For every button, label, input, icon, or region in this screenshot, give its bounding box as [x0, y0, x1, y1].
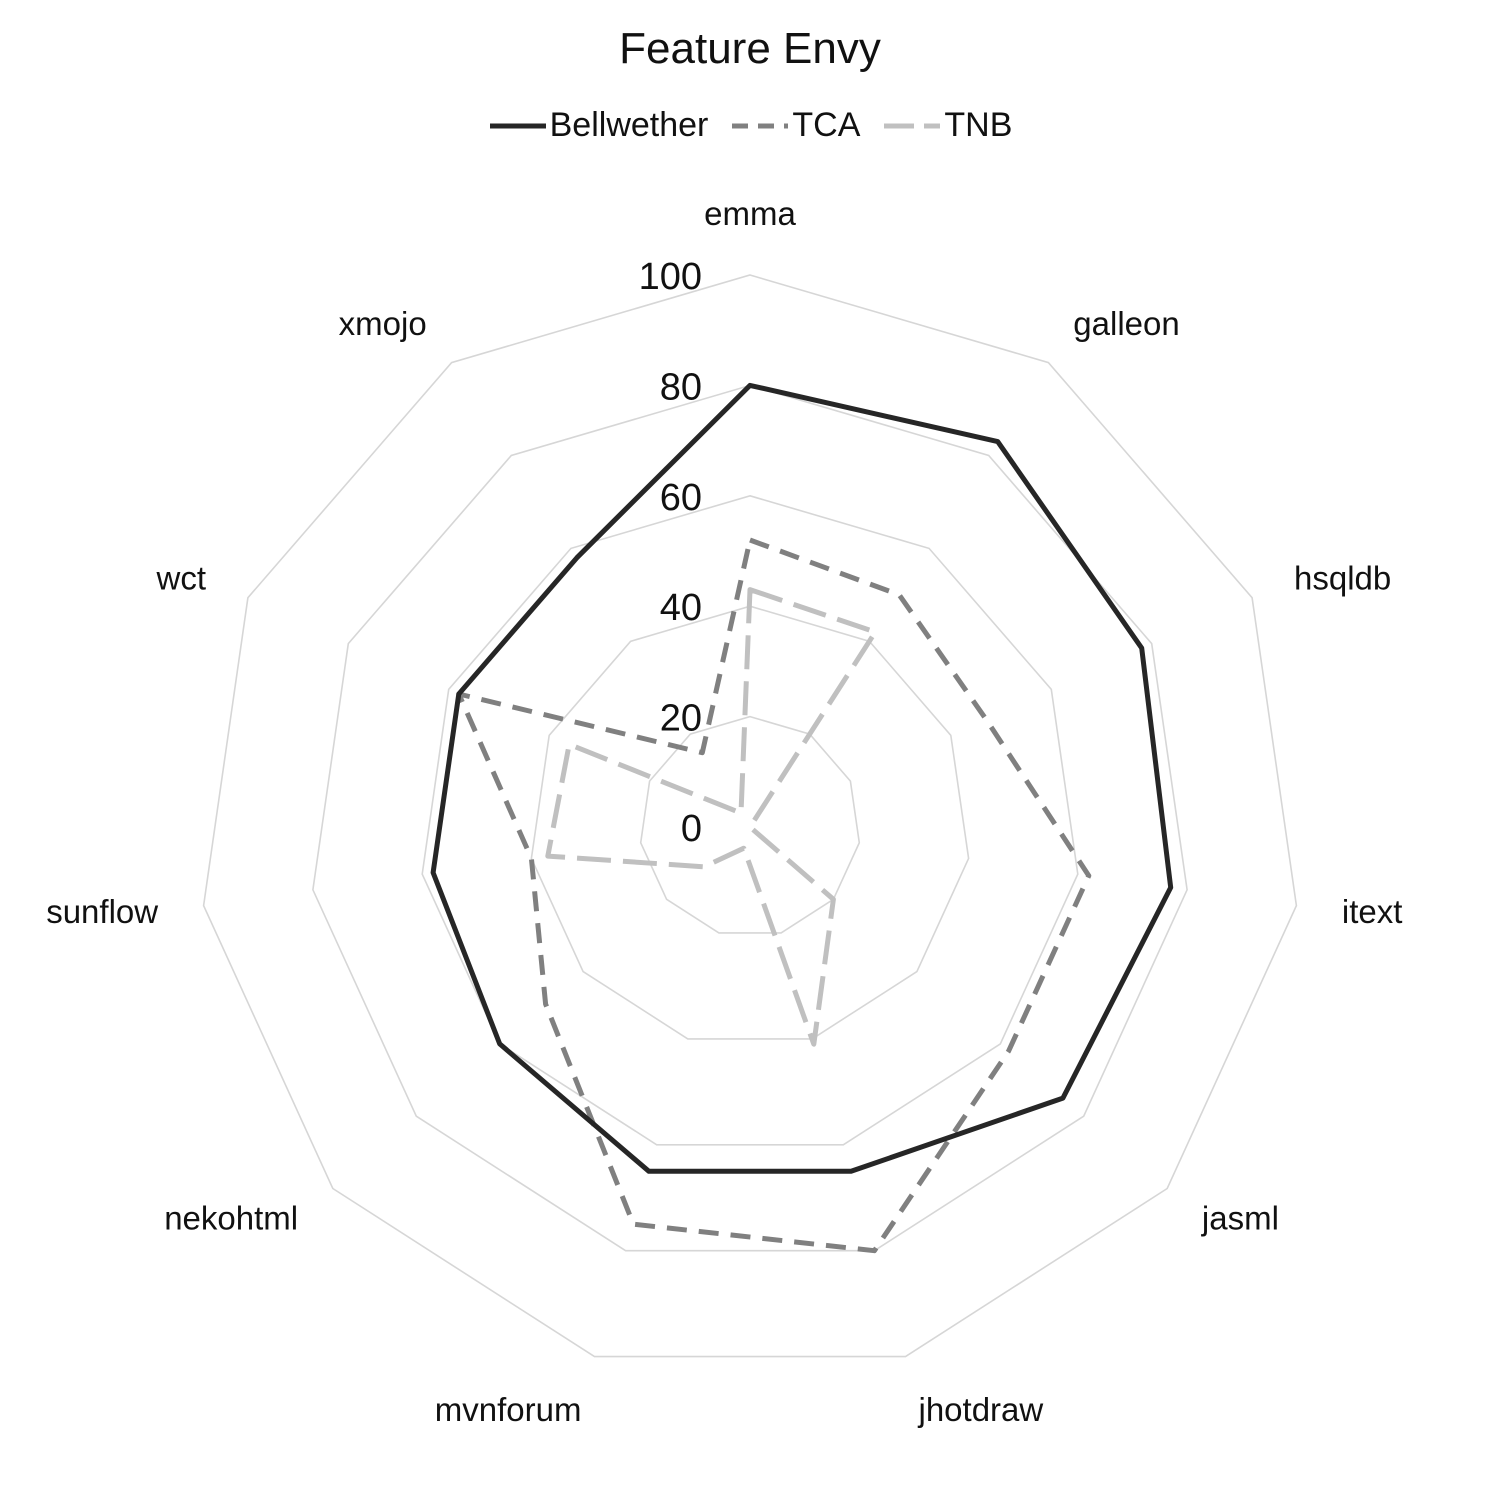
axis-labels: emma galleon hsqldb itext jasml jhotdraw mvnfo… [46, 195, 1402, 1428]
axis-label-jasml: jasml [1201, 1200, 1279, 1237]
grid-ring [530, 605, 970, 1040]
legend-dashed-line-icon [732, 123, 789, 128]
grid-ring [312, 384, 1188, 1252]
legend-label: TCA [792, 106, 861, 144]
grid-ring [639, 715, 861, 934]
tick-label: 100 [639, 256, 702, 298]
axis-label-emma: emma [704, 195, 796, 232]
legend-item-tca: TCA [730, 106, 860, 145]
tick-label: 80 [660, 366, 702, 408]
legend-item-bellwether: Bellwether [488, 106, 709, 145]
grid-ring [202, 274, 1298, 1358]
axis-label-itext: itext [1342, 893, 1403, 930]
axis-label-xmojo: xmojo [339, 305, 427, 342]
legend-label: Bellwether [549, 106, 709, 144]
legend-label: TNB [944, 106, 1013, 144]
legend-line-icon [489, 123, 546, 128]
grid [202, 274, 1298, 1358]
legend-item-tnb: TNB [882, 106, 1012, 145]
axis-label-nekohtml: nekohtml [164, 1200, 298, 1237]
series-line-tca [456, 537, 1092, 1254]
tick-label: 0 [681, 808, 702, 850]
tick-label: 20 [660, 698, 702, 740]
axis-label-wct: wct [156, 560, 207, 597]
axis-label-mvnforum: mvnforum [435, 1391, 582, 1428]
grid-ring [421, 494, 1079, 1146]
series-layer [430, 382, 1174, 1254]
tick-label: 40 [660, 587, 702, 629]
tick-label: 60 [660, 477, 702, 519]
axis-label-galleon: galleon [1073, 305, 1179, 342]
axis-label-hsqldb: hsqldb [1294, 560, 1391, 597]
tick-labels: 0 20 40 60 80 100 [639, 256, 702, 850]
series-line-bellwether [430, 382, 1174, 1174]
legend-dashed-line-icon [884, 123, 941, 128]
chart-title: Feature Envy [619, 24, 881, 73]
series-line-tnb [545, 587, 878, 1047]
axis-label-sunflow: sunflow [46, 893, 158, 930]
legend: Bellwether TCA TNB [0, 106, 1500, 145]
axis-label-jhotdraw: jhotdraw [918, 1391, 1044, 1428]
